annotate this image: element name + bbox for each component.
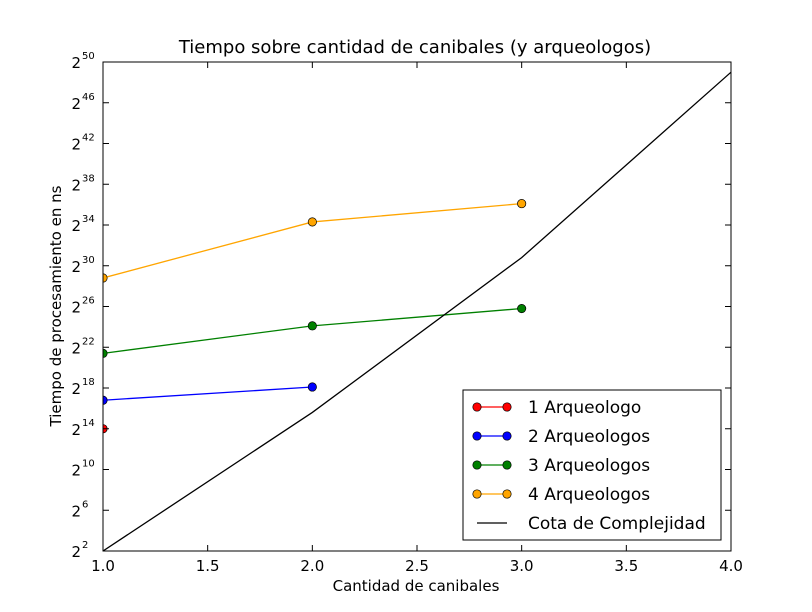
y-tick-label: 2 bbox=[71, 136, 81, 154]
y-tick-exponent: 34 bbox=[82, 214, 95, 225]
y-tick-exponent: 50 bbox=[82, 51, 95, 62]
data-point bbox=[517, 303, 527, 314]
legend-label: 4 Arqueologos bbox=[528, 485, 650, 505]
data-point bbox=[517, 199, 527, 209]
x-tick-label: 4.0 bbox=[719, 557, 743, 575]
plot-frame bbox=[102, 61, 732, 552]
y-tick-label: 2 bbox=[71, 176, 81, 194]
y-tick-label: 2 bbox=[71, 217, 81, 235]
x-tick-label: 1.0 bbox=[91, 557, 115, 575]
x-axis: 1.0 1.5 2.0 2.5 3.0 3.5 4.0 bbox=[91, 62, 743, 575]
y-tick-exponent: 42 bbox=[82, 133, 95, 144]
legend-marker bbox=[472, 431, 482, 441]
y-tick-label: 2 bbox=[71, 258, 81, 276]
legend-marker bbox=[502, 460, 512, 470]
legend-label: 1 Arqueologo bbox=[528, 398, 641, 418]
y-tick-label: 2 bbox=[71, 421, 81, 439]
legend-marker bbox=[472, 460, 482, 470]
legend-label: 2 Arqueologos bbox=[528, 427, 650, 447]
data-point bbox=[307, 382, 317, 392]
y-tick-exponent: 46 bbox=[82, 92, 95, 103]
y-tick-label: 2 bbox=[71, 54, 81, 72]
y-tick-label: 2 bbox=[71, 299, 81, 317]
series-line bbox=[103, 386, 313, 401]
y-tick-label: 2 bbox=[71, 95, 81, 113]
legend-marker bbox=[502, 431, 512, 441]
y-tick-exponent: 18 bbox=[82, 377, 95, 388]
legend-marker bbox=[472, 402, 482, 412]
legend-marker bbox=[502, 489, 512, 499]
x-tick-label: 2.0 bbox=[300, 557, 324, 575]
x-tick-label: 3.0 bbox=[510, 557, 534, 575]
y-tick-label: 2 bbox=[71, 462, 81, 480]
y-axis-label: Tiempo de procesamiento en ns bbox=[47, 185, 65, 427]
y-tick-exponent: 6 bbox=[82, 499, 88, 510]
y-tick-label: 2 bbox=[71, 339, 81, 357]
x-tick-label: 3.5 bbox=[614, 557, 638, 575]
x-tick-label: 1.5 bbox=[196, 557, 220, 575]
x-axis-label: Cantidad de canibales bbox=[333, 577, 500, 595]
y-tick-label: 2 bbox=[71, 502, 81, 520]
y-tick-exponent: 38 bbox=[82, 173, 95, 184]
legend-label: 3 Arqueologos bbox=[528, 456, 650, 476]
y-tick-label: 2 bbox=[71, 380, 81, 398]
legend-marker bbox=[472, 489, 482, 499]
y-tick-label: 2 bbox=[71, 543, 81, 561]
data-point bbox=[307, 321, 317, 331]
y-tick-exponent: 26 bbox=[82, 296, 95, 307]
data-point bbox=[307, 217, 317, 227]
chart-title: Tiempo sobre cantidad de canibales (y ar… bbox=[178, 37, 651, 58]
y-tick-exponent: 22 bbox=[82, 336, 95, 347]
plot-area bbox=[103, 71, 731, 551]
y-tick-exponent: 30 bbox=[82, 255, 95, 266]
y-tick-exponent: 2 bbox=[82, 540, 88, 551]
legend-marker bbox=[502, 402, 512, 412]
y-tick-exponent: 10 bbox=[82, 459, 95, 470]
y-axis: 2 22 62 102 142 182 222 262 302 342 382 422 462 50 bbox=[71, 51, 731, 561]
legend-label: Cota de Complejidad bbox=[528, 514, 706, 534]
legend: 1 Arqueologo 2 Arqueologos 3 Arqueologos 4 … bbox=[462, 389, 722, 541]
y-tick-exponent: 14 bbox=[82, 418, 95, 429]
series-line bbox=[103, 71, 731, 551]
x-tick-label: 2.5 bbox=[405, 557, 429, 575]
